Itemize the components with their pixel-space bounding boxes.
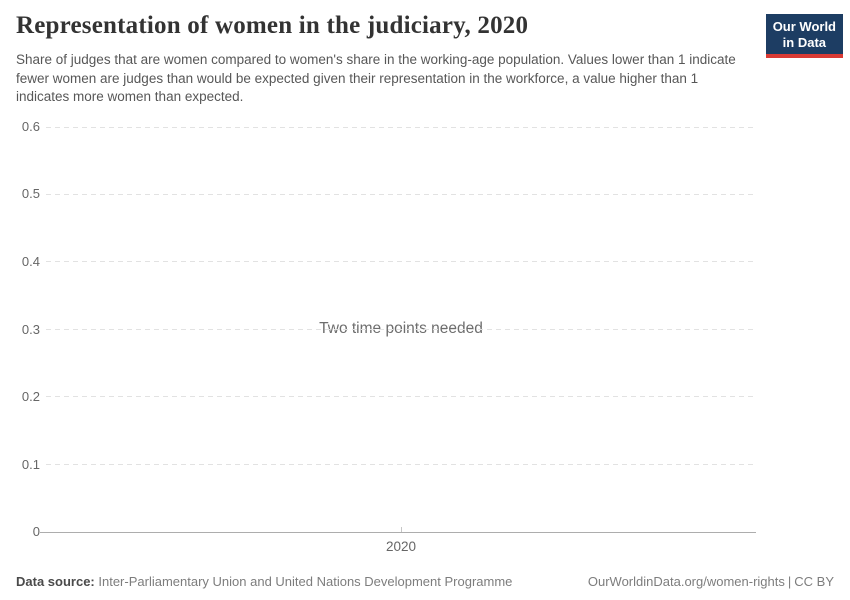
y-gridline bbox=[46, 261, 756, 263]
owid-logo[interactable]: Our World in Data bbox=[765, 14, 843, 58]
y-axis-tick-label: 0 bbox=[32, 524, 40, 539]
attribution: OurWorldinData.org/women-rights | CC BY bbox=[588, 574, 834, 589]
license-link[interactable]: CC BY bbox=[794, 574, 834, 589]
y-axis-tick-label: 0.4 bbox=[21, 253, 40, 269]
data-source-label: Data source: bbox=[16, 574, 95, 589]
x-axis-tick-label: 2020 bbox=[385, 539, 417, 554]
data-source[interactable]: Data source: Inter-Parliamentary Union a… bbox=[16, 574, 512, 589]
data-source-value: Inter-Parliamentary Union and United Nat… bbox=[98, 574, 513, 589]
owid-logo-line1: Our World bbox=[772, 19, 836, 34]
y-axis-tick-label: 0.5 bbox=[21, 186, 40, 202]
page-title: Representation of women in the judiciary… bbox=[16, 12, 529, 39]
y-gridline bbox=[46, 464, 756, 465]
owid-logo-line2: in Data bbox=[782, 35, 827, 50]
y-axis-tick-label: 0.1 bbox=[21, 456, 40, 472]
plot-area: 2020 Two time points needed 0 0.1 0.2 0.3 0.… bbox=[22, 119, 756, 554]
y-gridline bbox=[46, 193, 756, 195]
y-axis-tick-label: 0.6 bbox=[21, 119, 40, 134]
empty-chart-message: Two time points needed bbox=[319, 319, 483, 337]
attribution-separator: | bbox=[787, 574, 792, 589]
x-axis-tick bbox=[401, 527, 402, 532]
x-axis-baseline bbox=[40, 531, 756, 533]
chart-footer: Data source: Inter-Parliamentary Union a… bbox=[16, 574, 834, 589]
y-axis-tick-label: 0.3 bbox=[21, 321, 40, 337]
y-gridline bbox=[46, 396, 756, 398]
y-gridline bbox=[46, 329, 756, 330]
y-gridline bbox=[46, 126, 756, 128]
y-axis-tick-label: 0.2 bbox=[21, 388, 40, 404]
attribution-url-link[interactable]: OurWorldinData.org/women-rights bbox=[587, 574, 785, 589]
chart-subtitle: Share of judges that are women compared … bbox=[16, 52, 736, 104]
